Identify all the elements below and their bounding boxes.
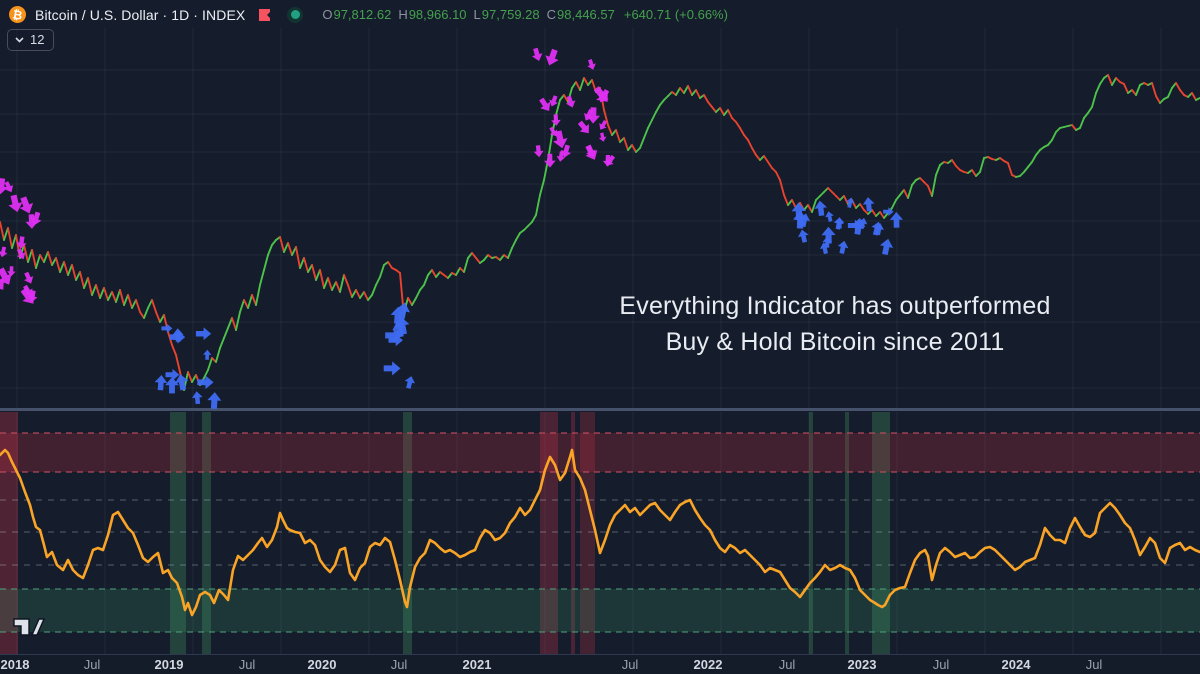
buy-signal-arrow-icon <box>383 361 401 376</box>
sell-signal-arrow-icon <box>0 178 8 195</box>
annotation-line-1: Everything Indicator has outperformed <box>619 292 1051 320</box>
close-label: C <box>546 7 557 22</box>
sell-signal-arrow-icon <box>4 181 14 193</box>
close-value: 98,446.57 <box>557 7 615 22</box>
time-tick-label: 2023 <box>847 657 877 672</box>
buy-signal-arrow-icon <box>154 375 168 391</box>
sell-signal-arrow-icon <box>544 153 556 168</box>
ohlc-values: O97,812.62 H98,966.10 L97,759.28 C98,446… <box>322 7 728 22</box>
sell-signal-arrow-icon <box>539 97 551 111</box>
buy-signal-arrow-icon <box>814 200 828 217</box>
time-tick-label: 2021 <box>462 657 492 672</box>
sell-signal-arrow-icon <box>0 267 12 285</box>
time-tick-label: 2020 <box>307 657 337 672</box>
legend-count: 12 <box>30 32 45 47</box>
tradingview-logo[interactable] <box>10 612 48 642</box>
flag-icon[interactable] <box>256 7 272 23</box>
time-tick-label: Jul <box>778 657 796 672</box>
high-label: H <box>398 7 408 22</box>
sell-signal-arrow-icon <box>565 95 576 108</box>
buy-signal-arrow-icon <box>825 211 834 222</box>
sell-signal-arrow-icon <box>598 89 610 103</box>
time-tick-label: Jul <box>390 657 408 672</box>
time-tick-label: Jul <box>238 657 256 672</box>
buy-signal-arrow-icon <box>837 240 849 255</box>
sell-signal-arrow-icon <box>586 144 596 158</box>
time-tick-label: Jul <box>932 657 950 672</box>
time-axis[interactable]: 2018 Jul 2019 Jul 2020 Jul 2021 Jul 2022 Jul 2023 J… <box>0 654 1200 674</box>
indicator-legend-toggle[interactable]: 12 <box>7 29 55 51</box>
open-label: O <box>322 7 333 22</box>
sell-signal-arrow-icon <box>16 248 26 260</box>
low-value: 97,759.28 <box>481 7 540 22</box>
sell-signal-arrow-icon <box>556 151 566 162</box>
buy-signal-arrow-icon <box>165 377 179 394</box>
sell-signal-arrow-icon <box>7 266 16 277</box>
sell-signal-arrow-icon <box>549 95 559 107</box>
buy-signal-arrow-icon <box>791 202 807 220</box>
sell-signal-arrow-icon <box>19 196 34 214</box>
sell-signal-arrow-icon <box>24 271 34 284</box>
time-tick-label: 2024 <box>1001 657 1031 672</box>
buy-signal-arrow-icon <box>834 217 845 229</box>
high-value: 98,966.10 <box>408 7 467 22</box>
buy-signal-arrow-icon <box>862 197 875 212</box>
sell-signal-arrow-icon <box>587 59 596 70</box>
symbol-title[interactable]: Bitcoin / U.S. Dollar · 1D · INDEX <box>35 6 246 23</box>
sell-signal-arrow-icon <box>553 130 568 149</box>
buy-signal-arrow-icon <box>792 211 808 229</box>
buy-signal-arrow-icon <box>889 212 904 228</box>
buy-signal-arrow-icon <box>161 323 173 334</box>
time-tick-label: Jul <box>621 657 639 672</box>
sell-signal-arrow-icon <box>8 194 23 213</box>
sell-signal-arrow-icon <box>549 126 558 137</box>
chevron-down-icon <box>15 36 24 43</box>
sell-signal-arrow-icon <box>533 145 544 158</box>
buy-signal-arrow-icon <box>203 349 212 360</box>
buy-signal-arrow-icon <box>396 302 411 320</box>
sell-signal-arrow-icon <box>598 132 607 142</box>
sell-signal-arrow-icon <box>545 48 559 66</box>
buy-signal-arrow-icon <box>207 392 222 409</box>
change-value: +640.71 (+0.66%) <box>623 7 728 22</box>
time-tick-label: 2018 <box>0 657 30 672</box>
time-tick-label: 2019 <box>154 657 184 672</box>
time-tick-label: Jul <box>83 657 101 672</box>
open-value: 97,812.62 <box>333 7 392 22</box>
buy-signal-arrow-icon <box>879 238 894 256</box>
buy-signal-arrow-icon <box>172 328 184 342</box>
buy-signal-arrow-icon <box>798 229 809 243</box>
buy-signal-arrow-icon <box>822 236 832 248</box>
time-tick-label: 2022 <box>693 657 723 672</box>
sell-signal-arrow-icon <box>531 47 543 61</box>
sell-signal-arrow-icon <box>551 114 561 126</box>
sell-signal-arrow-icon <box>599 119 608 130</box>
sell-signal-arrow-icon <box>23 284 33 297</box>
sell-signal-arrow-icon <box>560 144 572 158</box>
sell-signal-arrow-icon <box>577 120 589 134</box>
annotation-text: Everything Indicator has outperformed Bu… <box>535 288 1135 360</box>
time-tick-label: Jul <box>1085 657 1103 672</box>
sell-signal-arrow-icon <box>0 273 4 290</box>
buy-signal-arrow-icon <box>871 221 883 236</box>
low-label: L <box>473 7 481 22</box>
buy-signal-arrow-icon <box>846 197 855 208</box>
sell-signal-arrow-icon <box>16 236 27 249</box>
sell-signal-arrow-icon <box>25 214 38 229</box>
market-status-icon[interactable] <box>287 6 304 23</box>
sell-signal-arrow-icon <box>0 246 8 258</box>
buy-signal-arrow-icon <box>388 334 403 347</box>
sell-signal-arrow-icon <box>586 107 601 124</box>
bitcoin-logo-icon: ₿ <box>7 4 28 25</box>
sell-signal-arrow-icon <box>20 287 35 304</box>
buy-signal-arrow-icon <box>821 226 836 244</box>
sell-signal-arrow-icon <box>605 154 616 166</box>
buy-signal-arrow-icon <box>404 376 416 389</box>
annotation-line-2: Buy & Hold Bitcoin since 2011 <box>665 328 1005 356</box>
buy-signal-arrow-icon <box>175 374 189 391</box>
symbol-header: ₿ Bitcoin / U.S. Dollar · 1D · INDEX O97… <box>7 0 728 29</box>
buy-signal-arrow-icon <box>191 391 203 405</box>
